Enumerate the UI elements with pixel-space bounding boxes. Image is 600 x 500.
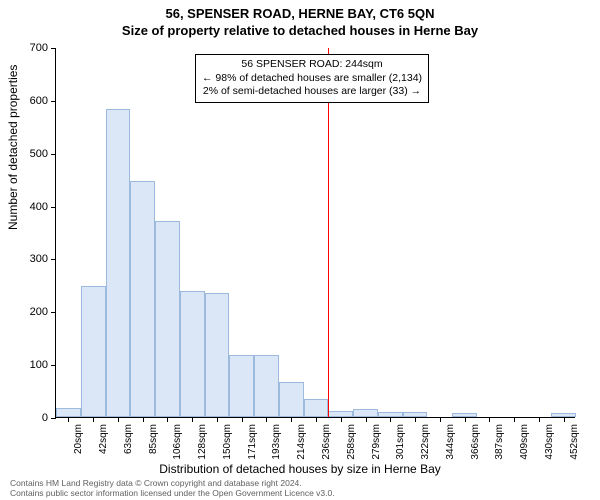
x-tick-mark — [217, 417, 218, 422]
x-tick-mark — [440, 417, 441, 422]
histogram-bar — [56, 408, 81, 418]
x-tick-mark — [415, 417, 416, 422]
x-tick-mark — [489, 417, 490, 422]
plot-area: 20sqm42sqm63sqm85sqm106sqm128sqm150sqm17… — [55, 48, 575, 418]
x-tick-mark — [93, 417, 94, 422]
x-tick-mark — [564, 417, 565, 422]
y-tick-label: 100 — [8, 359, 48, 371]
histogram-bar — [229, 355, 254, 417]
histogram-bar — [155, 221, 180, 417]
annotation-box: 56 SPENSER ROAD: 244sqm ← 98% of detache… — [195, 54, 429, 103]
x-tick-mark — [266, 417, 267, 422]
y-tick-mark — [51, 312, 56, 313]
chart-container: 20sqm42sqm63sqm85sqm106sqm128sqm150sqm17… — [55, 48, 575, 418]
y-tick-label: 400 — [8, 201, 48, 213]
y-tick-label: 0 — [8, 412, 48, 424]
histogram-bar — [279, 382, 304, 417]
histogram-bar — [130, 181, 155, 417]
histogram-bar — [180, 291, 205, 417]
y-tick-mark — [51, 101, 56, 102]
x-tick-mark — [390, 417, 391, 422]
y-tick-label: 500 — [8, 148, 48, 160]
annotation-line-2: ← 98% of detached houses are smaller (2,… — [202, 72, 422, 86]
x-axis-label: Distribution of detached houses by size … — [0, 462, 600, 476]
x-tick-mark — [242, 417, 243, 422]
histogram-bar — [106, 109, 131, 417]
footer-line-2: Contains public sector information licen… — [10, 489, 335, 498]
footer-attribution: Contains HM Land Registry data © Crown c… — [10, 479, 335, 498]
x-tick-mark — [341, 417, 342, 422]
x-tick-mark — [465, 417, 466, 422]
histogram-bar — [205, 293, 230, 417]
y-tick-label: 200 — [8, 306, 48, 318]
page-title-subtitle: Size of property relative to detached ho… — [0, 21, 600, 38]
y-tick-mark — [51, 418, 56, 419]
y-tick-mark — [51, 48, 56, 49]
y-tick-mark — [51, 365, 56, 366]
annotation-line-1: 56 SPENSER ROAD: 244sqm — [202, 58, 422, 72]
histogram-bar — [81, 286, 106, 417]
x-tick-mark — [143, 417, 144, 422]
x-tick-mark — [118, 417, 119, 422]
annotation-line-3: 2% of semi-detached houses are larger (3… — [202, 85, 422, 99]
x-tick-mark — [68, 417, 69, 422]
x-tick-mark — [291, 417, 292, 422]
x-tick-mark — [366, 417, 367, 422]
x-tick-mark — [167, 417, 168, 422]
x-tick-mark — [514, 417, 515, 422]
y-tick-label: 600 — [8, 95, 48, 107]
y-tick-mark — [51, 259, 56, 260]
x-tick-mark — [316, 417, 317, 422]
x-tick-mark — [539, 417, 540, 422]
histogram-bar — [353, 409, 378, 417]
y-tick-mark — [51, 154, 56, 155]
page-title-address: 56, SPENSER ROAD, HERNE BAY, CT6 5QN — [0, 0, 600, 21]
y-tick-mark — [51, 207, 56, 208]
x-tick-mark — [192, 417, 193, 422]
reference-line — [328, 48, 329, 417]
histogram-bar — [254, 355, 279, 417]
histogram-bar — [304, 399, 329, 418]
y-tick-label: 700 — [8, 42, 48, 54]
y-tick-label: 300 — [8, 253, 48, 265]
